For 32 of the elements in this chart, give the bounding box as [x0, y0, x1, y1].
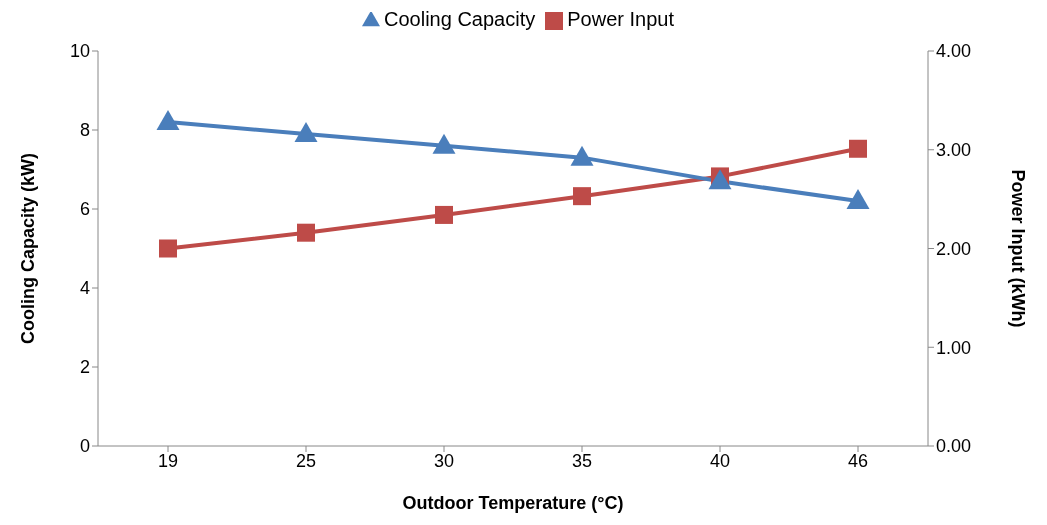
point [849, 139, 867, 158]
x-tick-label: 35 [571, 450, 593, 471]
y2-tick-label: 1.00 [936, 337, 972, 358]
y2-tick-label: 0.00 [936, 436, 972, 457]
y-tick-label: 10 [69, 41, 90, 62]
point [435, 205, 453, 224]
point [156, 110, 180, 131]
point [297, 223, 315, 242]
legend-label: Power Input [567, 8, 674, 30]
y2-tick-label: 3.00 [936, 140, 972, 161]
y-tick-label: 8 [79, 120, 90, 141]
x-tick-label: 19 [157, 450, 179, 471]
point [432, 133, 456, 154]
x-tick-label: 40 [709, 450, 731, 471]
y2-tick-label: 4.00 [936, 41, 972, 62]
legend-label: Cooling Capacity [384, 8, 536, 30]
y2-axis-title: Power Input (kWh) [1007, 169, 1028, 328]
y2-tick-label: 2.00 [936, 238, 972, 259]
x-tick-label: 25 [295, 450, 317, 471]
x-tick-label: 46 [847, 450, 869, 471]
x-tick-label: 30 [433, 450, 455, 471]
y-tick-label: 4 [79, 278, 90, 299]
point [159, 239, 177, 258]
point [294, 121, 318, 142]
y-tick-label: 6 [79, 199, 90, 220]
y-axis-title: Cooling Capacity (kW) [18, 152, 39, 345]
x-axis-title: Outdoor Temperature (°C) [402, 492, 624, 513]
point [846, 189, 870, 210]
y-tick-label: 2 [79, 357, 90, 378]
point [570, 145, 594, 166]
y-tick-label: 0 [79, 436, 90, 457]
point [573, 187, 591, 206]
